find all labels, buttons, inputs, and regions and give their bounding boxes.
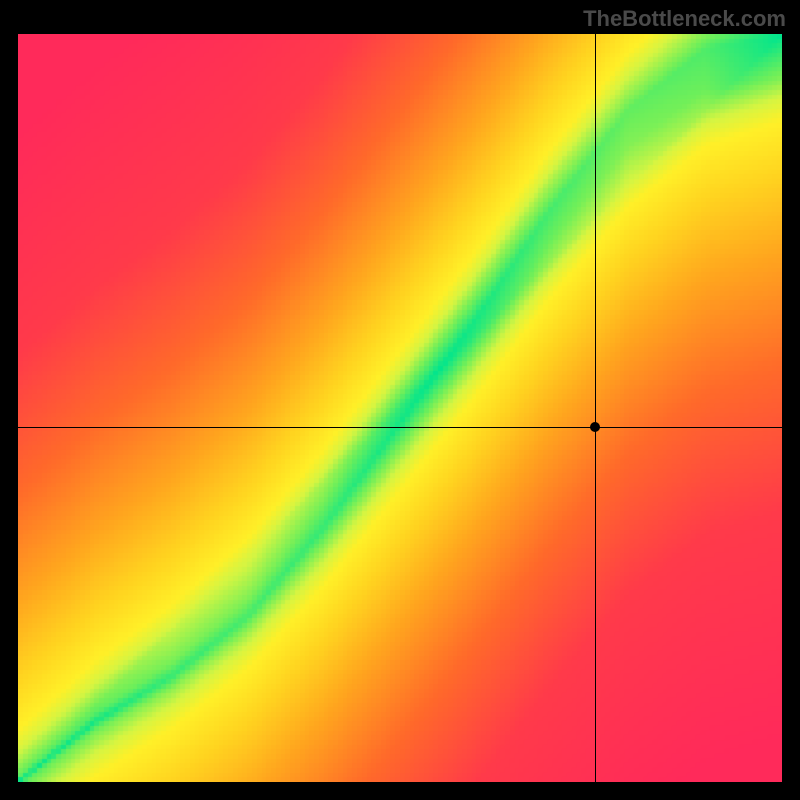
crosshair-vertical: [595, 34, 596, 782]
watermark-text: TheBottleneck.com: [583, 6, 786, 32]
heatmap-canvas: [18, 34, 782, 782]
crosshair-marker: [590, 422, 600, 432]
chart-container: TheBottleneck.com: [0, 0, 800, 800]
plot-area: [18, 34, 782, 782]
crosshair-horizontal: [18, 427, 782, 428]
